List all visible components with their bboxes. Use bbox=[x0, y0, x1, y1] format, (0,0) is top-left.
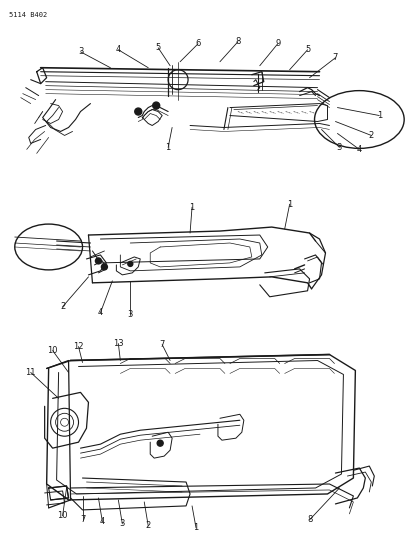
Text: 3: 3 bbox=[78, 47, 83, 56]
Text: 13: 13 bbox=[113, 339, 124, 348]
Text: 7: 7 bbox=[160, 340, 165, 349]
Text: 3: 3 bbox=[337, 143, 342, 152]
Text: 2: 2 bbox=[369, 131, 374, 140]
Circle shape bbox=[153, 102, 160, 109]
Text: 1: 1 bbox=[287, 200, 292, 208]
Text: 6: 6 bbox=[195, 39, 201, 49]
Text: 1: 1 bbox=[166, 143, 171, 152]
Text: 10: 10 bbox=[47, 346, 58, 355]
Text: 1: 1 bbox=[189, 203, 195, 212]
Text: 4: 4 bbox=[100, 518, 105, 527]
Text: 10: 10 bbox=[58, 511, 68, 520]
Text: 3: 3 bbox=[128, 310, 133, 319]
Text: 1: 1 bbox=[377, 111, 382, 120]
Text: 2: 2 bbox=[60, 302, 65, 311]
Text: 7: 7 bbox=[333, 53, 338, 62]
Text: 8: 8 bbox=[307, 515, 312, 524]
Text: 1: 1 bbox=[193, 523, 199, 532]
Text: 11: 11 bbox=[25, 368, 36, 377]
Circle shape bbox=[102, 264, 107, 270]
Text: 3: 3 bbox=[120, 519, 125, 528]
Text: 5: 5 bbox=[155, 43, 161, 52]
Text: 7: 7 bbox=[80, 515, 85, 524]
Circle shape bbox=[95, 258, 102, 264]
Text: 5114 B402: 5114 B402 bbox=[9, 12, 47, 18]
Text: 4: 4 bbox=[357, 145, 362, 154]
Circle shape bbox=[157, 440, 163, 446]
Text: 4: 4 bbox=[116, 45, 121, 54]
Circle shape bbox=[128, 261, 133, 266]
Text: 12: 12 bbox=[73, 342, 84, 351]
Text: 2: 2 bbox=[146, 521, 151, 530]
Text: 5: 5 bbox=[305, 45, 310, 54]
Circle shape bbox=[135, 108, 142, 115]
Text: 9: 9 bbox=[275, 39, 280, 49]
Text: 4: 4 bbox=[98, 308, 103, 317]
Text: 8: 8 bbox=[235, 37, 241, 46]
